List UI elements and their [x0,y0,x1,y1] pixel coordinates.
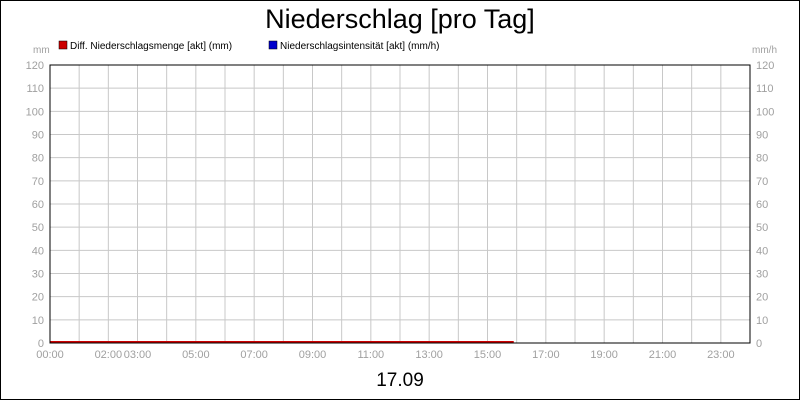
plot-border [49,64,751,344]
y-right-tick-label: 110 [756,83,774,95]
y-right-tick-label: 60 [756,199,768,211]
y-left-tick-label: 40 [32,245,44,257]
legend-label: Diff. Niederschlagsmenge [akt] (mm) [70,41,232,52]
y-left-tick-label: 10 [32,315,44,327]
x-tick-label: 13:00 [415,349,443,361]
x-tick-label: 09:00 [299,349,327,361]
y-right-tick-label: 40 [756,245,768,257]
y-left-tick-label: 30 [32,269,44,281]
y-right-tick-label: 10 [756,315,768,327]
legend-swatch [268,40,278,50]
y-left-tick-label: 120 [26,60,44,72]
y-left-tick-label: 60 [32,199,44,211]
x-tick-label: 05:00 [182,349,210,361]
x-tick-label: 03:00 [124,349,152,361]
x-tick-label: 07:00 [240,349,268,361]
date-label: 17.09 [376,370,424,391]
y-right-tick-label: 0 [756,338,762,350]
x-tick-label: 11:00 [357,349,384,361]
x-tick-label: 17:00 [532,349,560,361]
y-right-tick-label: 30 [756,269,768,281]
y-right-tick-label: 50 [756,222,768,234]
y-right-tick-label: 100 [756,106,774,118]
y-left-unit: mm [33,45,50,56]
y-left-tick-label: 20 [32,292,44,304]
y-left-tick-label: 70 [32,176,44,188]
y-left-tick-label: 0 [38,338,44,350]
y-left-tick-label: 100 [26,106,44,118]
y-right-tick-label: 70 [756,176,768,188]
x-tick-label: 15:00 [474,349,502,361]
y-left-tick-label: 50 [32,222,44,234]
y-right-tick-label: 120 [756,60,774,72]
legend-label: Niederschlagsintensität [akt] (mm/h) [280,41,440,52]
y-left-tick-label: 110 [26,83,44,95]
x-tick-label: 19:00 [590,349,618,361]
y-left-tick-label: 80 [32,153,44,165]
x-tick-label: 00:00 [36,349,64,361]
chart-title: Niederschlag [pro Tag] [265,4,535,34]
legend-swatch [58,40,68,50]
y-right-tick-label: 20 [756,292,768,304]
y-right-tick-label: 90 [756,130,768,142]
y-right-unit: mm/h [752,45,777,56]
x-tick-label: 21:00 [649,349,677,361]
y-right-tick-label: 80 [756,153,768,165]
y-left-tick-label: 90 [32,130,44,142]
x-tick-label: 02:00 [95,349,123,361]
x-tick-label: 23:00 [707,349,735,361]
